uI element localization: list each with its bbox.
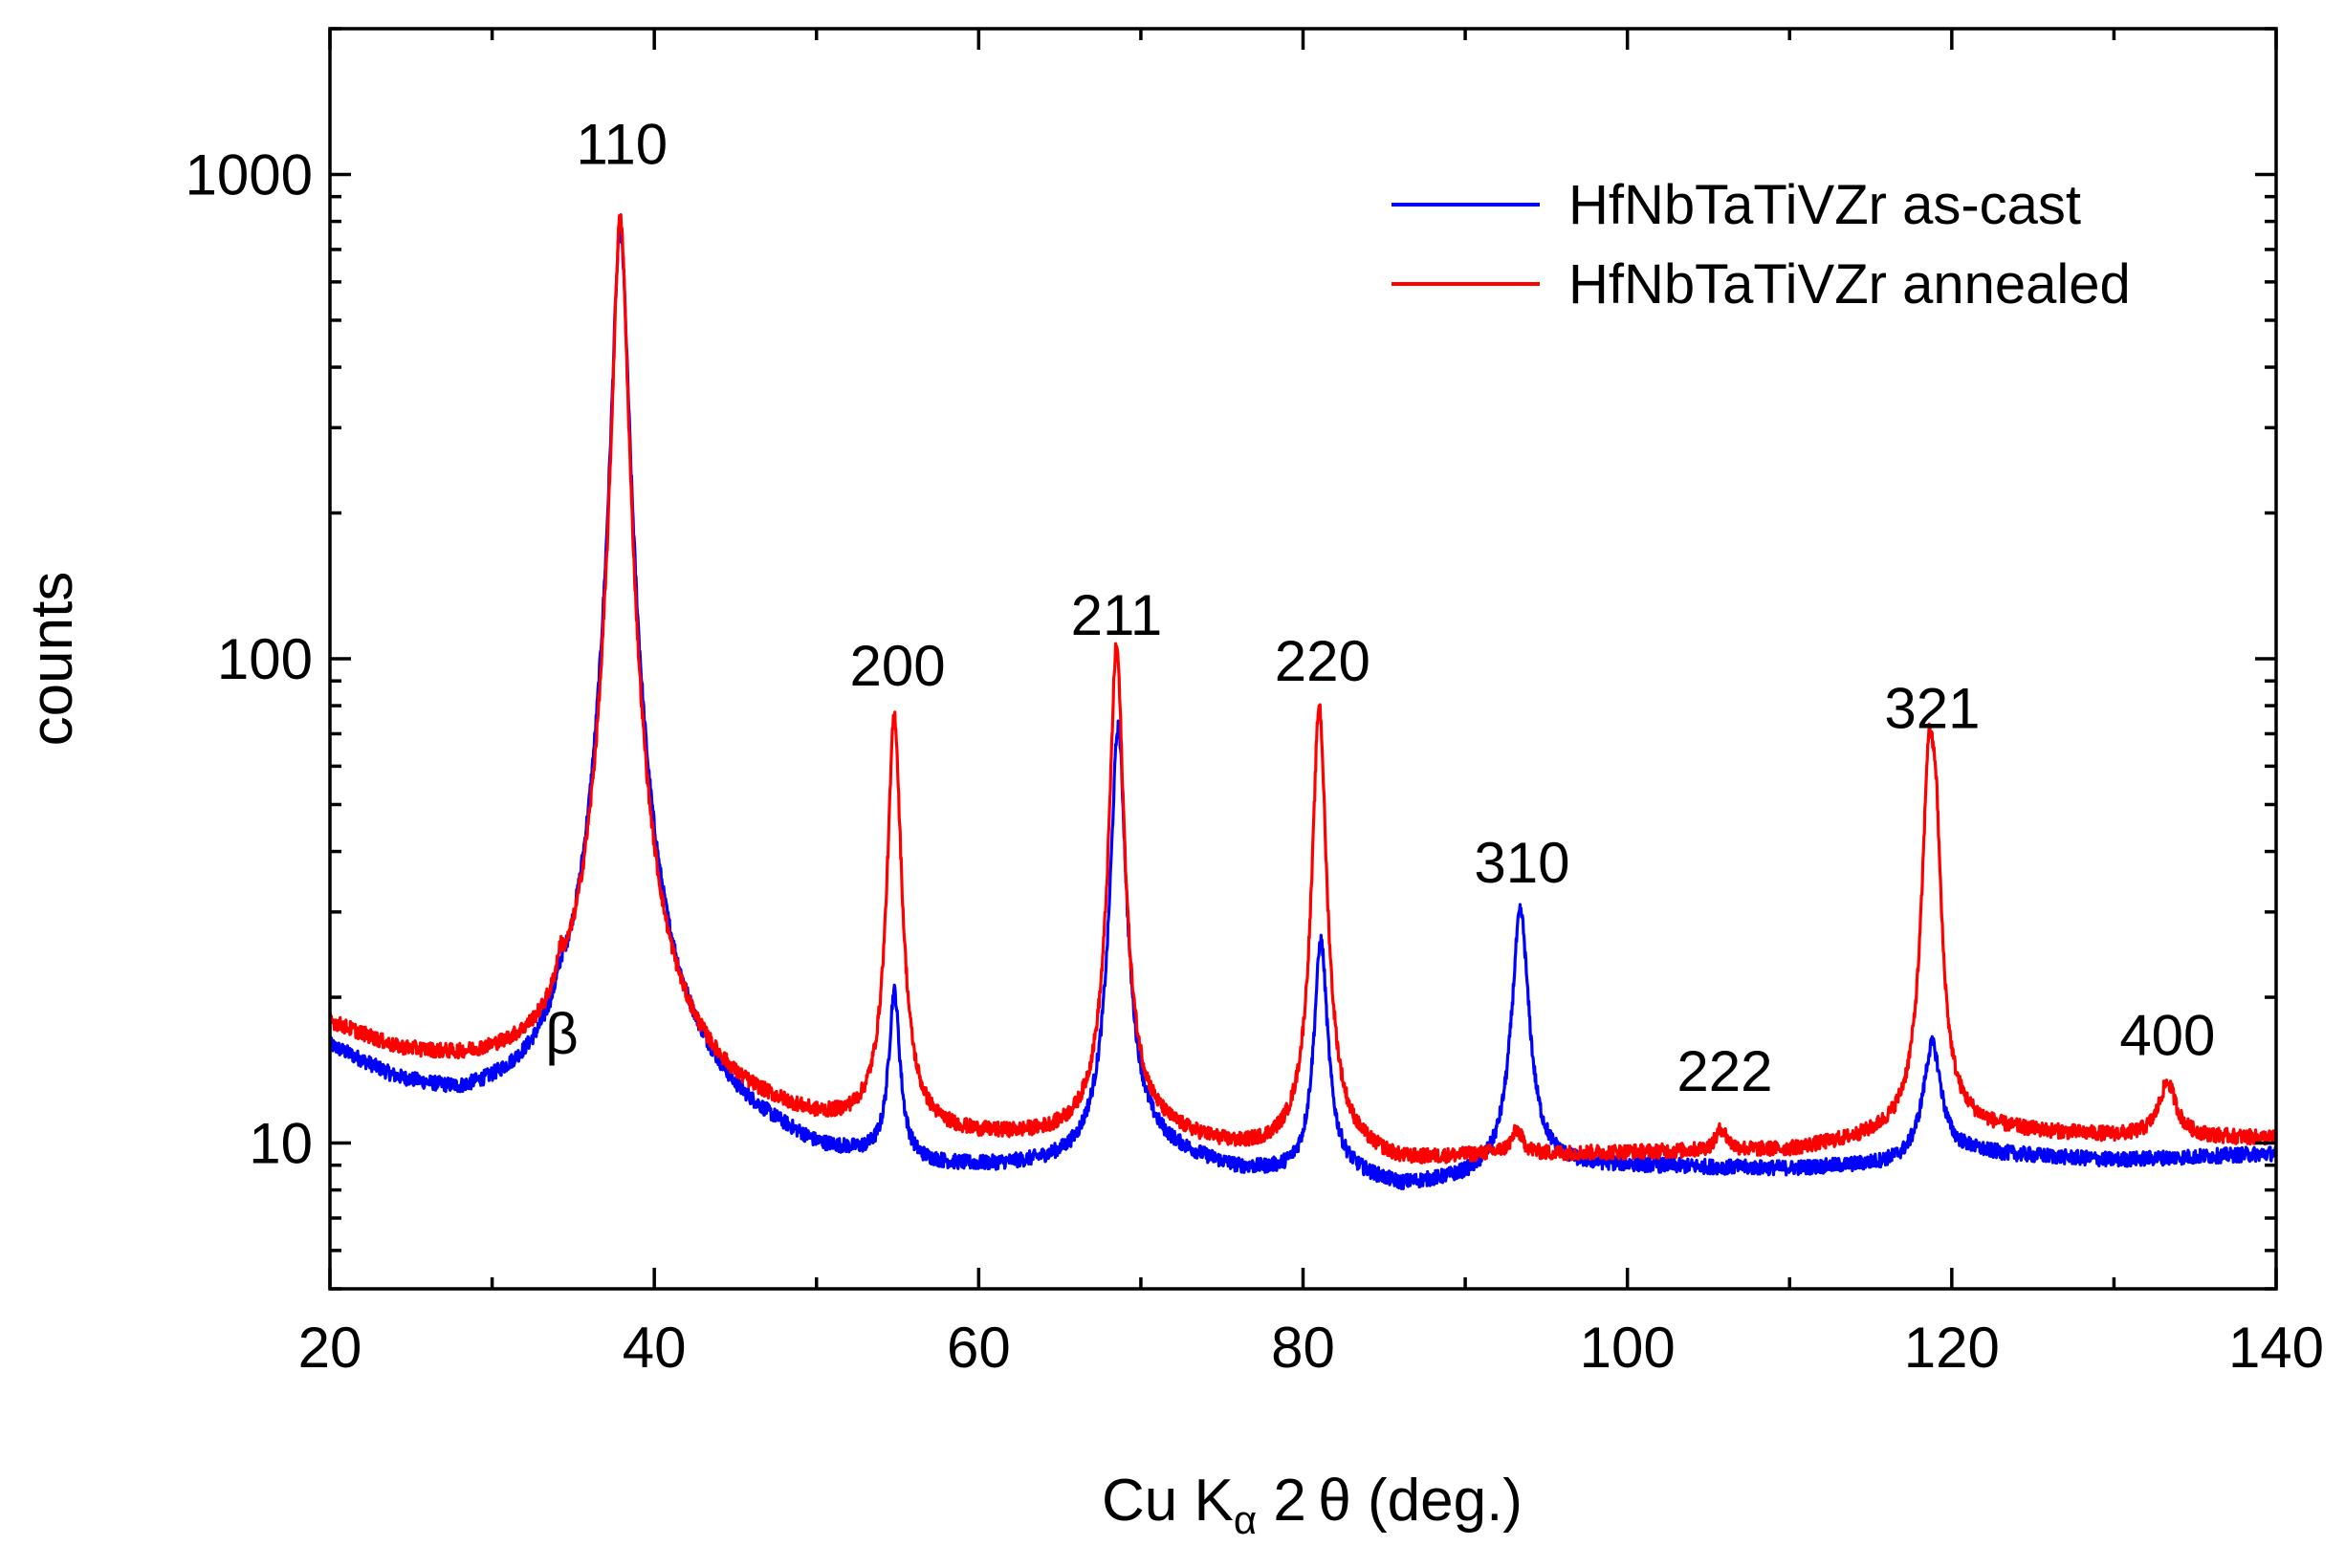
x-axis-label-main: Cu K <box>1102 1468 1234 1534</box>
y-tick-label: 10 <box>249 1112 313 1176</box>
legend-label-annealed: HfNbTaTiVZr annealed <box>1568 253 2131 316</box>
x-axis-label-rest: 2 θ (deg.) <box>1257 1468 1523 1534</box>
y-axis-label: counts <box>19 572 85 747</box>
x-tick-label: 20 <box>298 1316 362 1380</box>
peak-label: 321 <box>1884 676 1980 740</box>
x-tick-label: 80 <box>1271 1316 1335 1380</box>
x-tick-labels: 20 40 60 80 100 120 140 <box>298 1316 2324 1380</box>
series-line-annealed <box>328 212 2278 1165</box>
x-tick-label: 40 <box>623 1316 687 1380</box>
x-axis-label: Cu Kα 2 θ (deg.) <box>1102 1468 1523 1542</box>
series-group <box>328 212 2278 1190</box>
y-tick-labels: 10 100 1000 <box>186 142 313 1175</box>
x-tick-label: 140 <box>2228 1316 2324 1380</box>
peak-label: 110 <box>576 113 668 177</box>
peak-label: 400 <box>2119 1003 2215 1067</box>
peak-label: 310 <box>1474 831 1569 895</box>
peak-label: 200 <box>849 634 945 698</box>
legend: HfNbTaTiVZr as-cast HfNbTaTiVZr annealed <box>1392 174 2131 316</box>
x-tick-label: 100 <box>1580 1316 1676 1380</box>
series-line-as-cast <box>328 224 2278 1190</box>
y-tick-label: 100 <box>217 627 313 691</box>
y-tick-label: 1000 <box>186 142 313 207</box>
peak-annotations: β 110 200 211 220 310 222 321 400 <box>545 113 2215 1103</box>
peak-label: 222 <box>1677 1039 1772 1103</box>
peak-label: 211 <box>1071 583 1163 647</box>
x-axis-label-subscript: α <box>1234 1497 1257 1542</box>
plot-frame <box>328 27 2278 1291</box>
legend-label-as-cast: HfNbTaTiVZr as-cast <box>1568 174 2081 236</box>
x-tick-label: 60 <box>947 1316 1011 1380</box>
peak-label: 220 <box>1275 629 1370 693</box>
x-tick-label: 120 <box>1904 1316 2000 1380</box>
peak-label: β <box>545 1002 579 1066</box>
